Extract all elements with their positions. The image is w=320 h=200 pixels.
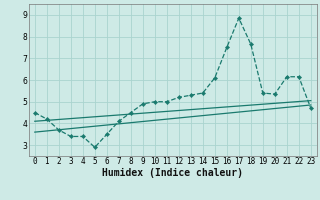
X-axis label: Humidex (Indice chaleur): Humidex (Indice chaleur) [102, 168, 243, 178]
